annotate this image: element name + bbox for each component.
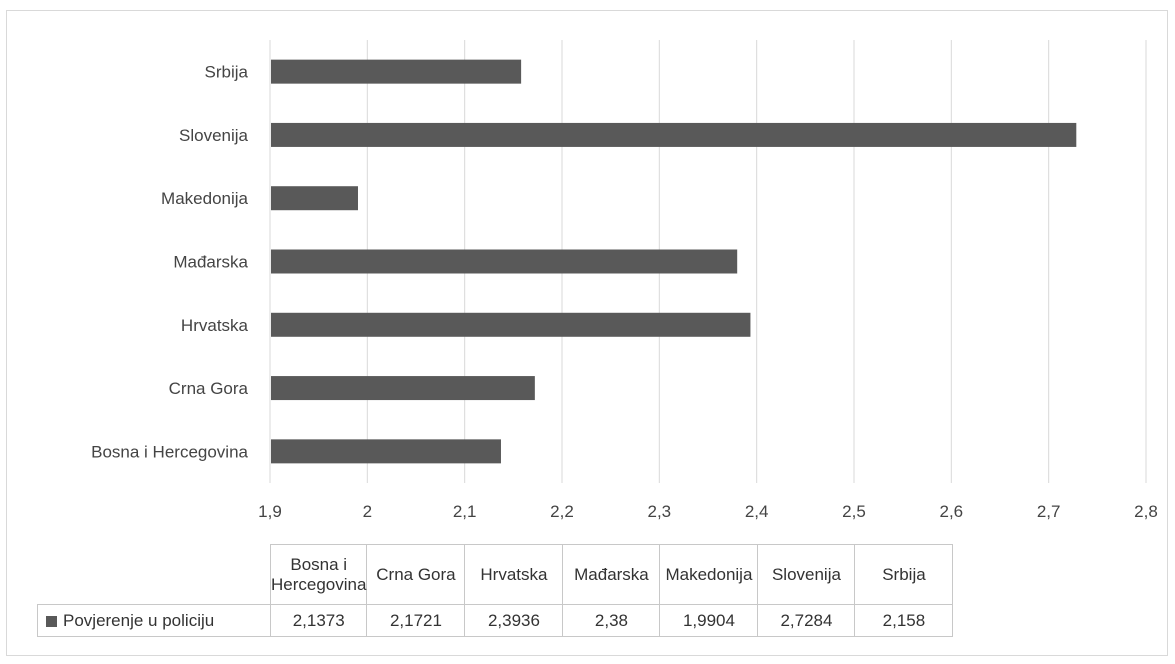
bar	[271, 249, 738, 274]
data-table-cell: 2,7284	[757, 604, 856, 637]
x-tick-label: 2,2	[550, 502, 574, 521]
x-tick-label: 2,5	[842, 502, 866, 521]
category-label: Srbija	[205, 63, 249, 82]
category-label: Slovenija	[179, 126, 249, 145]
data-table-cell: 2,3936	[464, 604, 564, 637]
bar	[271, 122, 1077, 147]
legend-key-icon	[46, 615, 57, 627]
x-tick-label: 1,9	[258, 502, 282, 521]
data-table-value-row: Povjerenje u policiju 2,1373 2,1721 2,39…	[37, 604, 954, 637]
bar-chart: Bosna i Hercegovina Crna Gora Hrvatska Mađa…	[91, 40, 1158, 521]
data-table-header: Bosna i Hercegovina	[269, 544, 368, 605]
legend-label: Povjerenje u policiju	[63, 610, 215, 630]
bar	[271, 312, 751, 337]
x-tick-label: 2,1	[453, 502, 477, 521]
data-table-header: Makedonija	[659, 544, 759, 605]
category-label: Hrvatska	[181, 316, 249, 335]
x-tick-label: 2,4	[745, 502, 769, 521]
x-tick-label: 2,8	[1134, 502, 1158, 521]
data-table-cell: 2,158	[854, 604, 954, 637]
bar	[271, 186, 358, 211]
data-table-corner	[37, 544, 271, 605]
bar	[271, 376, 535, 401]
gridlines	[269, 40, 1147, 483]
category-label: Mađarska	[173, 253, 248, 272]
legend-entry: Povjerenje u policiju	[37, 604, 271, 637]
bar	[271, 439, 501, 464]
data-table: Bosna i Hercegovina Crna Gora Hrvatska Ma…	[37, 544, 954, 637]
category-label: Bosna i Hercegovina	[91, 442, 248, 461]
data-table-cell: 2,1373	[269, 604, 368, 637]
bar	[271, 59, 522, 84]
data-table-cell: 2,1721	[366, 604, 466, 637]
data-table-header: Mađarska	[562, 544, 661, 605]
data-table-cell: 2,38	[562, 604, 661, 637]
x-tick-label: 2,3	[648, 502, 672, 521]
data-table-header: Hrvatska	[464, 544, 564, 605]
bars	[271, 59, 1077, 464]
x-tick-label: 2	[363, 502, 372, 521]
data-table-header: Slovenija	[757, 544, 856, 605]
data-table-header: Srbija	[854, 544, 954, 605]
data-table-cell: 1,9904	[659, 604, 759, 637]
category-label: Crna Gora	[169, 379, 249, 398]
x-tick-label: 2,6	[940, 502, 964, 521]
data-table-header-row: Bosna i Hercegovina Crna Gora Hrvatska Ma…	[37, 544, 954, 605]
data-table-header: Crna Gora	[366, 544, 466, 605]
category-labels: Bosna i Hercegovina Crna Gora Hrvatska Mađa…	[91, 63, 248, 462]
category-label: Makedonija	[161, 189, 248, 208]
axis-tick-labels: 1,9 2 2,1 2,2 2,3 2,4 2,5 2,6 2,7 2,8	[258, 502, 1158, 521]
x-tick-label: 2,7	[1037, 502, 1061, 521]
